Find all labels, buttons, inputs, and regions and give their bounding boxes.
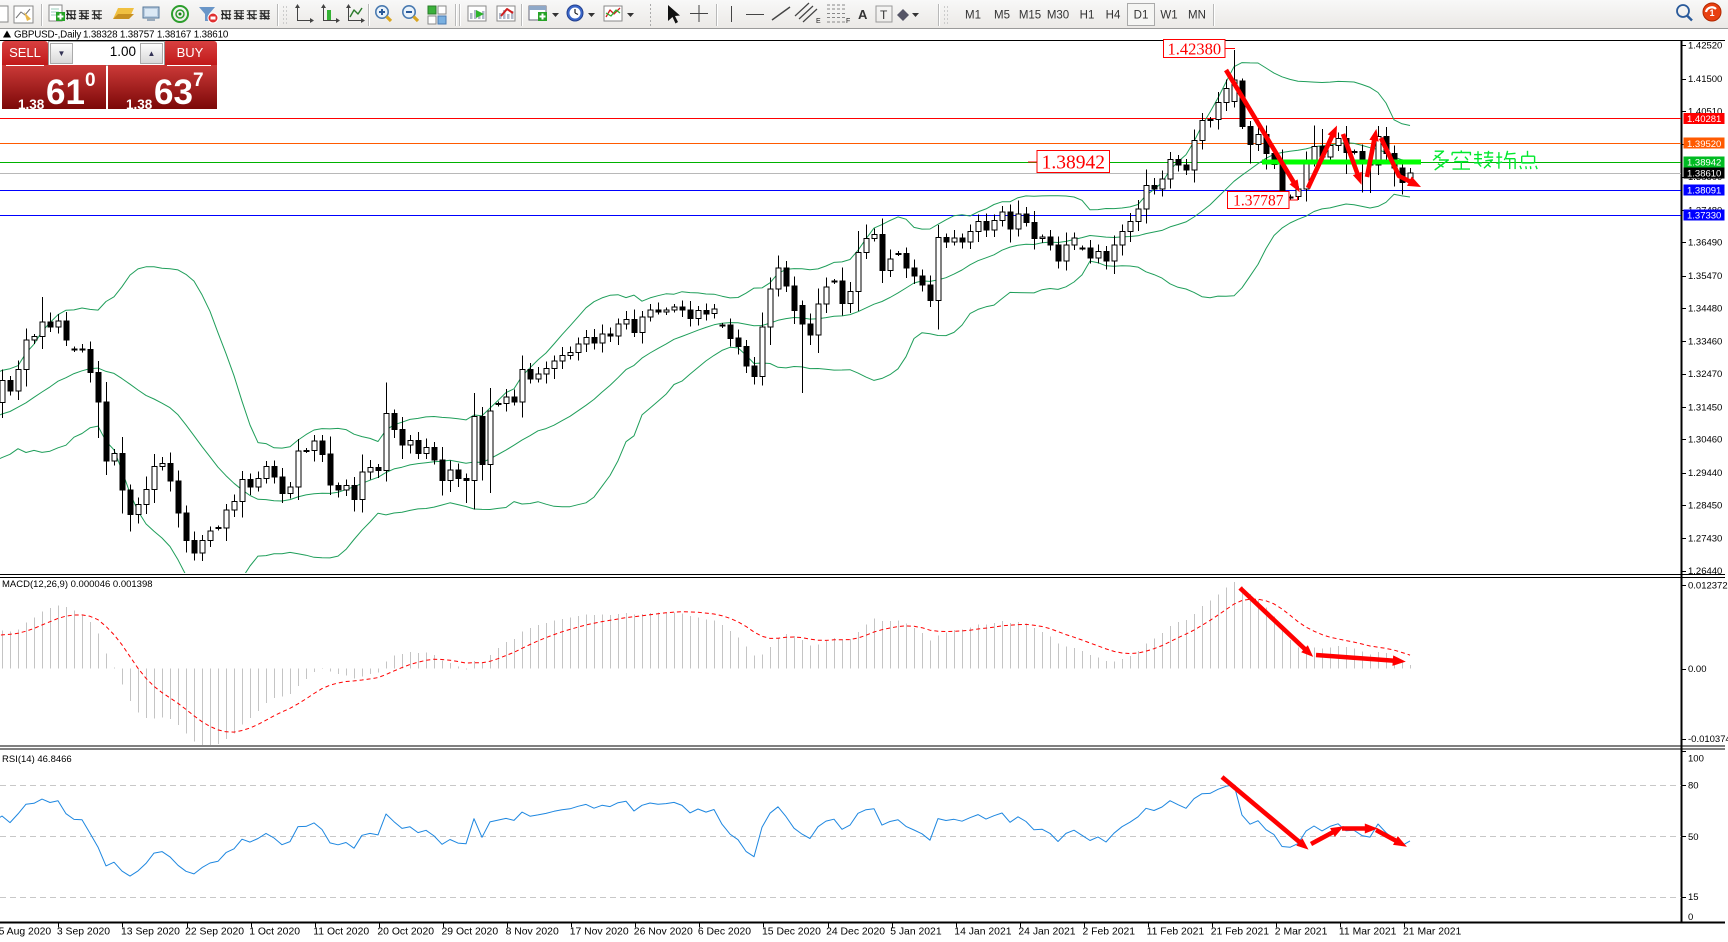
svg-text:0: 0 [1688, 912, 1693, 923]
svg-text:T: T [880, 8, 888, 22]
svg-text:H1: H1 [1080, 10, 1095, 22]
svg-text:1.41500: 1.41500 [1688, 74, 1722, 85]
svg-text:RSI(14) 46.8466: RSI(14) 46.8466 [2, 754, 72, 765]
svg-text:1.34480: 1.34480 [1688, 303, 1722, 314]
svg-text:1: 1 [1709, 8, 1714, 18]
svg-text:0.00: 0.00 [1688, 664, 1707, 675]
svg-text:M15: M15 [1019, 10, 1041, 22]
svg-text:1.30460: 1.30460 [1688, 435, 1722, 446]
svg-text:50: 50 [1688, 832, 1699, 843]
svg-text:13 Sep 2020: 13 Sep 2020 [121, 927, 180, 938]
svg-text:1.37330: 1.37330 [1687, 210, 1721, 221]
svg-text:H4: H4 [1106, 10, 1121, 22]
svg-text:1.42520: 1.42520 [1688, 41, 1722, 52]
svg-text:1.38610: 1.38610 [1687, 169, 1721, 180]
svg-text:15: 15 [1688, 892, 1699, 903]
svg-text:1.26440: 1.26440 [1688, 566, 1722, 577]
svg-text:1.38328 1.38757 1.38167 1.3861: 1.38328 1.38757 1.38167 1.38610 [83, 30, 229, 41]
svg-text:15 Dec 2020: 15 Dec 2020 [762, 927, 821, 938]
svg-text:5 Jan 2021: 5 Jan 2021 [890, 927, 942, 938]
svg-text:1.38942: 1.38942 [1042, 152, 1105, 173]
svg-text:3 Sep 2020: 3 Sep 2020 [57, 927, 110, 938]
svg-text:21 Mar 2021: 21 Mar 2021 [1403, 927, 1462, 938]
svg-text:1.38942: 1.38942 [1687, 158, 1721, 169]
svg-text:1.33460: 1.33460 [1688, 337, 1722, 348]
svg-text:GBPUSD-,Daily: GBPUSD-,Daily [14, 30, 81, 41]
svg-text:100: 100 [1688, 753, 1704, 764]
svg-text:2 Feb 2021: 2 Feb 2021 [1083, 927, 1136, 938]
svg-text:1.42380: 1.42380 [1167, 39, 1221, 58]
svg-text:A: A [858, 7, 868, 22]
svg-text:1.40281: 1.40281 [1687, 114, 1721, 125]
svg-text:1.36490: 1.36490 [1688, 238, 1722, 249]
svg-text:1.31450: 1.31450 [1688, 402, 1722, 413]
svg-text:1.40510: 1.40510 [1688, 106, 1722, 117]
svg-text:1.28450: 1.28450 [1688, 500, 1722, 511]
svg-text:M1: M1 [965, 10, 981, 22]
svg-text:1.27430: 1.27430 [1688, 534, 1722, 545]
svg-text:1 Oct 2020: 1 Oct 2020 [249, 927, 300, 938]
svg-text:F: F [846, 18, 850, 25]
svg-text:11 Feb 2021: 11 Feb 2021 [1147, 927, 1205, 938]
svg-text:25 Aug 2020: 25 Aug 2020 [0, 927, 51, 938]
svg-text:1.38091: 1.38091 [1687, 185, 1721, 196]
svg-text:11 Mar 2021: 11 Mar 2021 [1339, 927, 1397, 938]
svg-text:6 Dec 2020: 6 Dec 2020 [698, 927, 751, 938]
svg-text:8 Nov 2020: 8 Nov 2020 [506, 927, 559, 938]
svg-text:D1: D1 [1134, 10, 1149, 22]
svg-text:M5: M5 [994, 10, 1010, 22]
svg-text:17 Nov 2020: 17 Nov 2020 [570, 927, 629, 938]
svg-text:80: 80 [1688, 780, 1699, 791]
svg-text:1.29440: 1.29440 [1688, 468, 1722, 479]
svg-text:2 Mar 2021: 2 Mar 2021 [1275, 927, 1328, 938]
svg-text:MACD(12,26,9) 0.000046 0.00139: MACD(12,26,9) 0.000046 0.001398 [2, 579, 153, 590]
svg-text:W1: W1 [1160, 10, 1177, 22]
svg-text:11 Oct 2020: 11 Oct 2020 [313, 927, 369, 938]
svg-text:14 Jan 2021: 14 Jan 2021 [954, 927, 1011, 938]
svg-text:24 Dec 2020: 24 Dec 2020 [826, 927, 885, 938]
svg-text:1.37787: 1.37787 [1233, 192, 1284, 209]
svg-text:26 Nov 2020: 26 Nov 2020 [634, 927, 693, 938]
svg-text:21 Feb 2021: 21 Feb 2021 [1211, 927, 1270, 938]
svg-text:29 Oct 2020: 29 Oct 2020 [442, 927, 499, 938]
svg-text:22 Sep 2020: 22 Sep 2020 [185, 927, 244, 938]
svg-text:1.32470: 1.32470 [1688, 369, 1722, 380]
svg-text:24 Jan 2021: 24 Jan 2021 [1018, 927, 1075, 938]
svg-text:0.012372: 0.012372 [1688, 580, 1728, 591]
svg-text:20 Oct 2020: 20 Oct 2020 [377, 927, 434, 938]
svg-text:-0.010374: -0.010374 [1688, 734, 1728, 745]
svg-text:1.35470: 1.35470 [1688, 271, 1722, 282]
svg-text:MN: MN [1188, 10, 1206, 22]
svg-text:M30: M30 [1047, 10, 1069, 22]
svg-text:1.39520: 1.39520 [1687, 139, 1721, 150]
svg-text:E: E [816, 18, 821, 25]
